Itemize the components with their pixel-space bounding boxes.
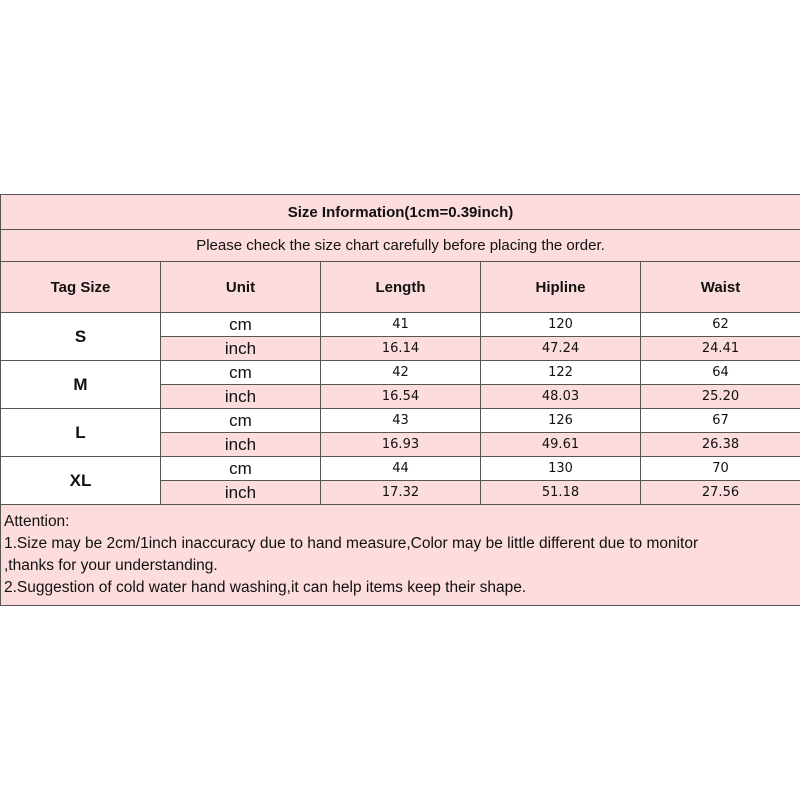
value-cell: 126 — [480, 408, 641, 433]
value-cell: 16.93 — [320, 432, 481, 457]
value-cell: 51.18 — [480, 480, 641, 505]
tag-size-cell: XL — [0, 456, 161, 505]
table-row: inch 16.14 47.24 24.41 — [0, 336, 800, 361]
note-line: 2.Suggestion of cold water hand washing,… — [4, 579, 527, 596]
value-cell: 70 — [640, 456, 800, 481]
tag-size-cell: L — [0, 408, 161, 457]
value-cell: 49.61 — [480, 432, 641, 457]
note-line: Attention: — [4, 513, 70, 530]
value-cell: 43 — [320, 408, 481, 433]
header-row: Tag Size Unit Length Hipline Waist — [0, 261, 800, 313]
unit-cell: inch — [160, 480, 321, 505]
tag-size-cell: M — [0, 360, 161, 409]
size-chart-table: Size Information(1cm=0.39inch) Please ch… — [0, 194, 800, 606]
note-line: 1.Size may be 2cm/1inch inaccuracy due t… — [4, 535, 699, 552]
header-waist: Waist — [640, 261, 800, 313]
attention-notes: Attention: 1.Size may be 2cm/1inch inaccu… — [0, 504, 800, 606]
chart-subtitle: Please check the size chart carefully be… — [0, 229, 800, 262]
value-cell: 27.56 — [640, 480, 800, 505]
value-cell: 17.32 — [320, 480, 481, 505]
value-cell: 16.14 — [320, 336, 481, 361]
value-cell: 24.41 — [640, 336, 800, 361]
header-length: Length — [320, 261, 481, 313]
value-cell: 41 — [320, 312, 481, 337]
note-line: ,thanks for your understanding. — [4, 557, 218, 574]
header-unit: Unit — [160, 261, 321, 313]
value-cell: 120 — [480, 312, 641, 337]
value-cell: 44 — [320, 456, 481, 481]
value-cell: 48.03 — [480, 384, 641, 409]
tag-size-cell: S — [0, 312, 161, 361]
value-cell: 26.38 — [640, 432, 800, 457]
value-cell: 62 — [640, 312, 800, 337]
unit-cell: inch — [160, 336, 321, 361]
value-cell: 25.20 — [640, 384, 800, 409]
header-hipline: Hipline — [480, 261, 641, 313]
value-cell: 122 — [480, 360, 641, 385]
value-cell: 16.54 — [320, 384, 481, 409]
value-cell: 42 — [320, 360, 481, 385]
value-cell: 130 — [480, 456, 641, 481]
unit-cell: cm — [160, 408, 321, 433]
value-cell: 47.24 — [480, 336, 641, 361]
unit-cell: inch — [160, 384, 321, 409]
unit-cell: cm — [160, 360, 321, 385]
header-tag-size: Tag Size — [0, 261, 161, 313]
unit-cell: inch — [160, 432, 321, 457]
unit-cell: cm — [160, 456, 321, 481]
table-row: XL cm 44 130 70 — [0, 456, 800, 505]
chart-title: Size Information(1cm=0.39inch) — [0, 194, 800, 230]
value-cell: 64 — [640, 360, 800, 385]
value-cell: 67 — [640, 408, 800, 433]
unit-cell: cm — [160, 312, 321, 337]
